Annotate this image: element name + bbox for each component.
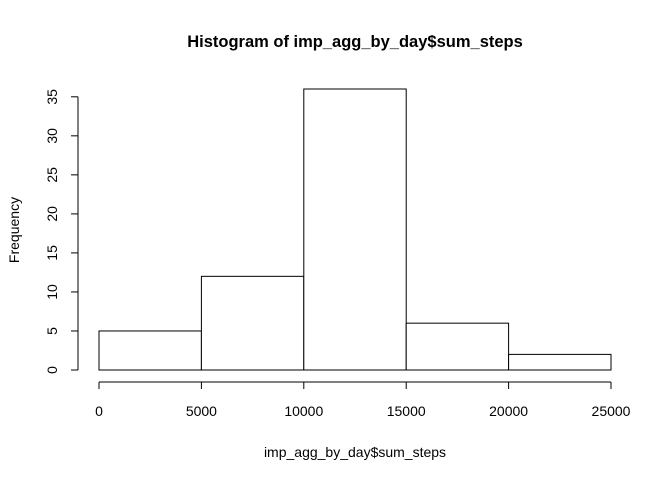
x-tick-label: 15000 [387,403,426,419]
x-axis: 0 5000 10000 15000 20000 25000 [95,381,631,419]
chart-title: Histogram of imp_agg_by_day$sum_steps [187,33,523,51]
x-tick-label: 5000 [186,403,217,419]
y-tick-label: 0 [44,366,60,374]
histogram-bar-3 [303,88,407,371]
y-tick-label: 35 [44,89,60,105]
x-axis-label: imp_agg_by_day$sum_steps [264,444,446,460]
y-tick-label: 30 [44,128,60,144]
y-tick-label: 20 [44,206,60,222]
x-tick-label: 20000 [489,403,528,419]
y-tick-label: 10 [44,284,60,300]
y-tick-label: 15 [44,245,60,261]
histogram-bar-1 [98,330,202,371]
histogram-bar-4 [405,322,510,371]
histogram-bar-5 [508,353,612,371]
x-tick-label: 10000 [284,403,323,419]
y-axis: 0 5 10 15 20 25 30 35 [44,89,79,374]
x-tick-label: 25000 [592,403,631,419]
x-tick-label: 0 [95,403,103,419]
y-tick-label: 25 [44,167,60,183]
y-axis-label: Frequency [6,197,22,263]
histogram-bar-2 [200,275,305,371]
bars-group [98,88,612,371]
y-tick-label: 5 [44,327,60,335]
